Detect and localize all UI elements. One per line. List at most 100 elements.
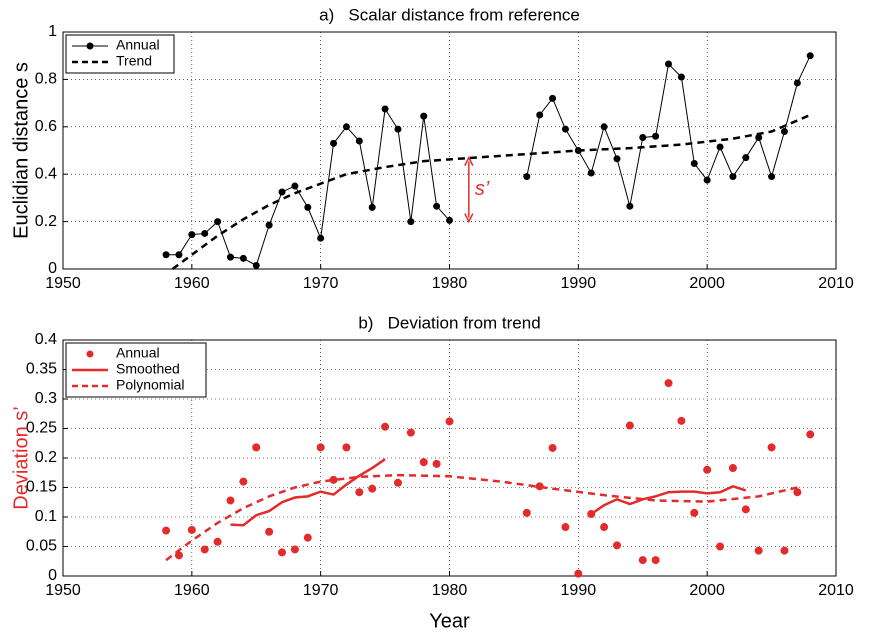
legend-label: Smoothed [116,361,180,377]
x-tick-label: 1970 [303,582,339,599]
data-point [393,478,402,487]
data-point [381,422,390,431]
y-tick-label: 0.05 [26,538,57,555]
data-point [406,428,415,437]
data-point [690,160,698,168]
y-tick-label: 0.35 [26,361,57,378]
data-point [651,556,660,565]
data-point [304,203,312,211]
data-point [561,125,569,133]
data-point [433,202,441,210]
y-tick-label: 0.25 [26,420,57,437]
y-tick-label: 0 [48,567,57,584]
chart-title: a) Scalar distance from reference [319,5,580,24]
legend-label: Annual [116,37,160,53]
legend-label: Trend [116,53,152,69]
data-point [652,132,660,140]
data-point [200,545,209,554]
data-point [767,443,776,452]
arrow-head [464,155,474,166]
data-point [419,458,428,467]
data-point [342,443,351,452]
data-point [213,537,222,546]
x-tick-label: 1990 [561,582,597,599]
data-point [742,154,750,162]
x-axis-label: Year [429,610,470,632]
annotation-label: s’ [475,178,490,200]
data-point [355,488,364,497]
plot-frame [62,31,837,270]
data-point [432,459,441,468]
data-point [201,229,209,237]
data-point [330,139,338,147]
data-point [548,443,557,452]
x-tick-label: 2010 [818,275,854,292]
x-tick-label: 2000 [689,582,725,599]
data-point [677,73,685,81]
data-point [162,526,171,535]
legend-label: Polynomial [116,377,184,393]
data-point [626,202,634,210]
x-tick-label: 1960 [174,275,210,292]
series-line [165,473,798,562]
data-point [188,231,196,239]
data-point [239,254,247,262]
data-point [716,542,725,551]
data-point [162,251,170,259]
data-point [214,218,222,226]
chart-title: b) Deviation from trend [358,313,540,332]
data-point [780,128,788,136]
data-point [574,569,583,578]
y-tick-label: 1 [48,23,57,40]
legend-marker [86,350,94,358]
data-point [664,379,673,388]
data-point [278,548,287,557]
data-point [522,508,531,517]
x-tick-label: 1970 [303,275,339,292]
data-point [368,203,376,211]
data-point [716,143,724,151]
data-point [793,79,801,87]
data-point [252,443,261,452]
data-point [303,533,312,542]
data-point [381,105,389,113]
y-axis-label: Deviation s’ [10,406,32,509]
data-point [587,169,595,177]
data-point [407,218,415,226]
data-point [561,523,570,532]
data-point [355,137,363,145]
data-point [741,505,750,514]
data-point [316,443,325,452]
data-point [549,94,557,102]
data-point [278,188,286,196]
x-tick-label: 1980 [432,275,468,292]
data-point [780,546,789,555]
data-point [729,173,737,181]
x-tick-label: 1950 [45,275,81,292]
data-point [226,253,234,261]
data-point [728,464,737,473]
data-point [600,123,608,131]
data-point [690,508,699,517]
y-tick-label: 0.2 [35,213,57,230]
plot-frame [62,339,837,577]
data-point [445,417,454,426]
data-point [703,176,711,184]
y-tick-label: 0 [48,260,57,277]
data-point [755,133,763,141]
series-line [166,55,811,267]
data-point [625,421,634,430]
data-point [420,112,428,120]
data-point [638,556,647,565]
data-point [368,484,377,493]
data-point [793,488,802,497]
y-tick-label: 0.1 [35,508,57,525]
data-point [677,416,686,425]
arrow-head [464,213,474,224]
legend-box [65,34,175,74]
data-point [394,125,402,133]
data-point [754,546,763,555]
data-point [290,545,299,554]
data-point [613,155,621,163]
